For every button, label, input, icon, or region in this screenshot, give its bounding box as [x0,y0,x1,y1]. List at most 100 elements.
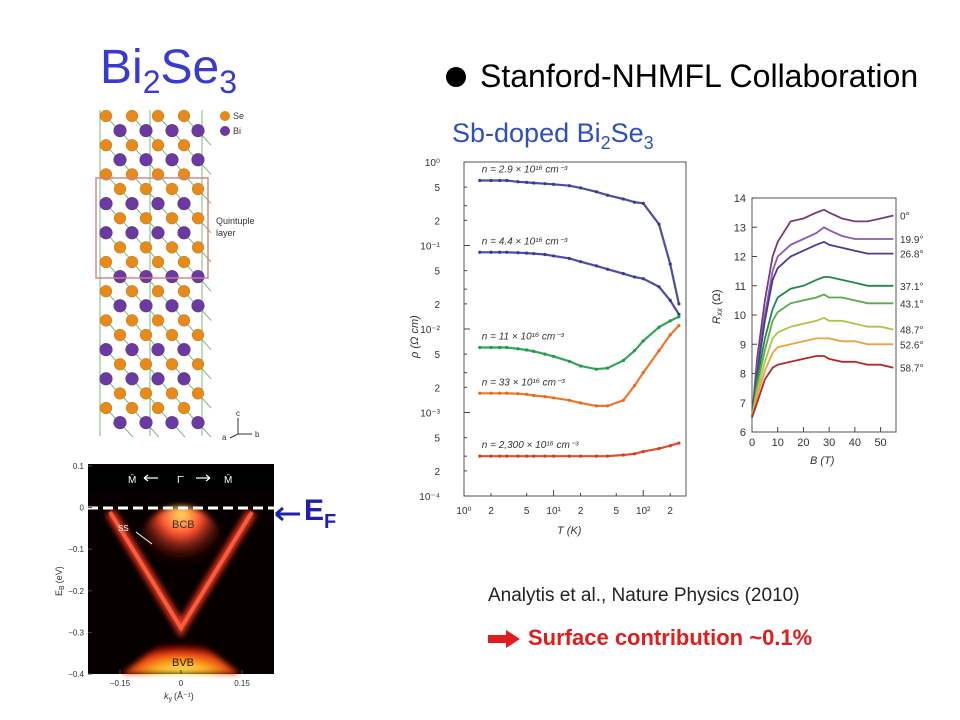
arrow-right-icon [196,474,211,482]
rxx-x-tick-label: 10 [772,437,784,449]
se-atom [139,387,153,400]
rxx-x-tick-label: 30 [823,437,835,449]
arpes-y-axis: 0.1 0 −0.1 −0.2 −0.3 −0.4 [68,462,92,679]
box-label-2: layer [216,228,236,238]
resistivity-y-label: ρ (Ω cm) [409,315,421,359]
bi-atom [113,153,127,167]
bi-atom [125,372,139,386]
se-atom [125,284,139,298]
bi-atom [139,153,153,167]
rxx-y-tick-label: 13 [734,222,746,234]
resistivity-x-tick-label: 2 [488,506,494,517]
bi-atom [151,372,165,386]
arpes-y-label: EB (eV) [54,566,66,596]
rxx-y-label-main: R [711,316,723,324]
sym-point-gamma: Γ̄ [177,475,185,486]
rxx-curve [751,316,894,418]
se-atom [99,284,113,298]
resistivity-y-minor-label: 5 [434,434,440,445]
sym-point-m-left: M̄ [128,473,136,486]
bi-atom [99,372,113,386]
se-atom [99,401,113,415]
resistivity-series-group [478,178,681,306]
conclusion-text: Surface contribution ~0.1% [528,625,813,650]
se-atom [99,314,113,327]
se-atom [165,387,179,400]
rxx-angle-label: 19.9° [900,235,923,246]
title-sub-1: 2 [142,64,161,100]
se-atom [151,255,165,269]
resistivity-y-minor-label: 5 [434,183,440,194]
se-atom [177,255,191,269]
sample-sub-1: 2 [600,133,611,153]
resistivity-x-tick-label: 5 [524,506,530,517]
se-atom [177,138,191,152]
title-main: Bi [100,41,143,94]
rxx-curve [751,208,894,418]
magnetoresistance-chart: 6 7 8 9 10 11 12 13 14 0 10 20 30 40 50 0° 19.9° 26.8° 3… [706,188,936,470]
bi-atom [139,299,153,313]
fermi-level-label: EF [304,494,336,534]
axis-b-label: b [255,430,260,439]
bi-atom [191,299,205,313]
se-atom [151,314,165,327]
bi-atom [151,342,165,357]
legend-se-icon [220,111,230,121]
se-atom [113,211,127,225]
rxx-y-tick-label: 8 [740,369,746,381]
bi-atom [139,415,153,430]
resistivity-x-tick-label: 10⁰ [456,506,471,517]
arpes-x-label: ky (Å⁻¹) [164,691,194,703]
rxx-y-tick-label: 12 [734,252,746,264]
resistivity-series-label: n = 11 × 10¹⁶ cm⁻³ [482,332,565,343]
bi-atom [139,123,153,138]
se-atom [139,241,153,254]
arpes-y-label-main: E [54,590,64,596]
rxx-y-label-unit: (Ω) [711,289,723,305]
arpes-x-tick-label: 0.15 [234,679,250,688]
se-atom [191,182,205,196]
arpes-y-tick-label: −0.3 [68,628,84,637]
resistivity-y-decade-label: 10⁻² [420,325,440,336]
bi-atom [177,372,191,386]
bi-atom [165,415,179,430]
se-atom [177,314,191,327]
bi-atom [177,342,191,357]
se-atom [125,109,139,123]
se-atom [151,284,165,298]
se-atom [125,138,139,152]
magnetoresistance-series [751,208,894,418]
resistivity-x-tick-label: 2 [667,506,673,517]
resistivity-x-axis: 10⁰ 2 5 10¹ 2 5 10² 2 [456,490,673,517]
bi-atom [191,415,205,430]
bi-atom [165,269,179,284]
bi-atom [125,196,139,211]
se-atom [139,357,153,371]
bi-atom [191,123,205,138]
arrow-left-icon [143,474,158,482]
rxx-angle-label: 43.1° [900,299,923,310]
bi-atom [125,226,139,240]
rxx-angle-label: 37.1° [900,282,923,293]
bi-atom [151,226,165,240]
resistivity-y-decade-label: 10⁻³ [420,409,440,420]
bi-atom [151,196,165,211]
resistivity-series-label: n = 33 × 10¹⁶ cm⁻³ [482,377,565,388]
bi-atom [125,342,139,357]
sample-main: Sb-doped Bi [452,118,601,148]
bi-atom [191,269,205,284]
se-atom [99,255,113,269]
arpes-figure: M̄ Γ̄ M̄ SS BCB BVB 0.1 0 −0.1 −0.2 −0.3 −0.4… [54,462,274,703]
se-atom [139,182,153,196]
arpes-y-label-unit: (eV) [54,566,64,583]
arpes-x-label-unit: (Å⁻¹) [174,691,194,701]
bi-atom [139,269,153,284]
resistivity-series-labels: n = 2.9 × 10¹⁶ cm⁻³ n = 4.4 × 10¹⁶ cm⁻³ n … [482,165,579,452]
resistivity-curve [479,315,680,371]
se-atom [139,328,153,342]
rxx-curve [751,276,894,418]
ss-pointer [135,531,153,545]
arpes-y-tick-label: 0 [80,504,85,513]
slide-title: Bi2Se3 [100,40,237,101]
resistivity-series-group [478,323,681,408]
